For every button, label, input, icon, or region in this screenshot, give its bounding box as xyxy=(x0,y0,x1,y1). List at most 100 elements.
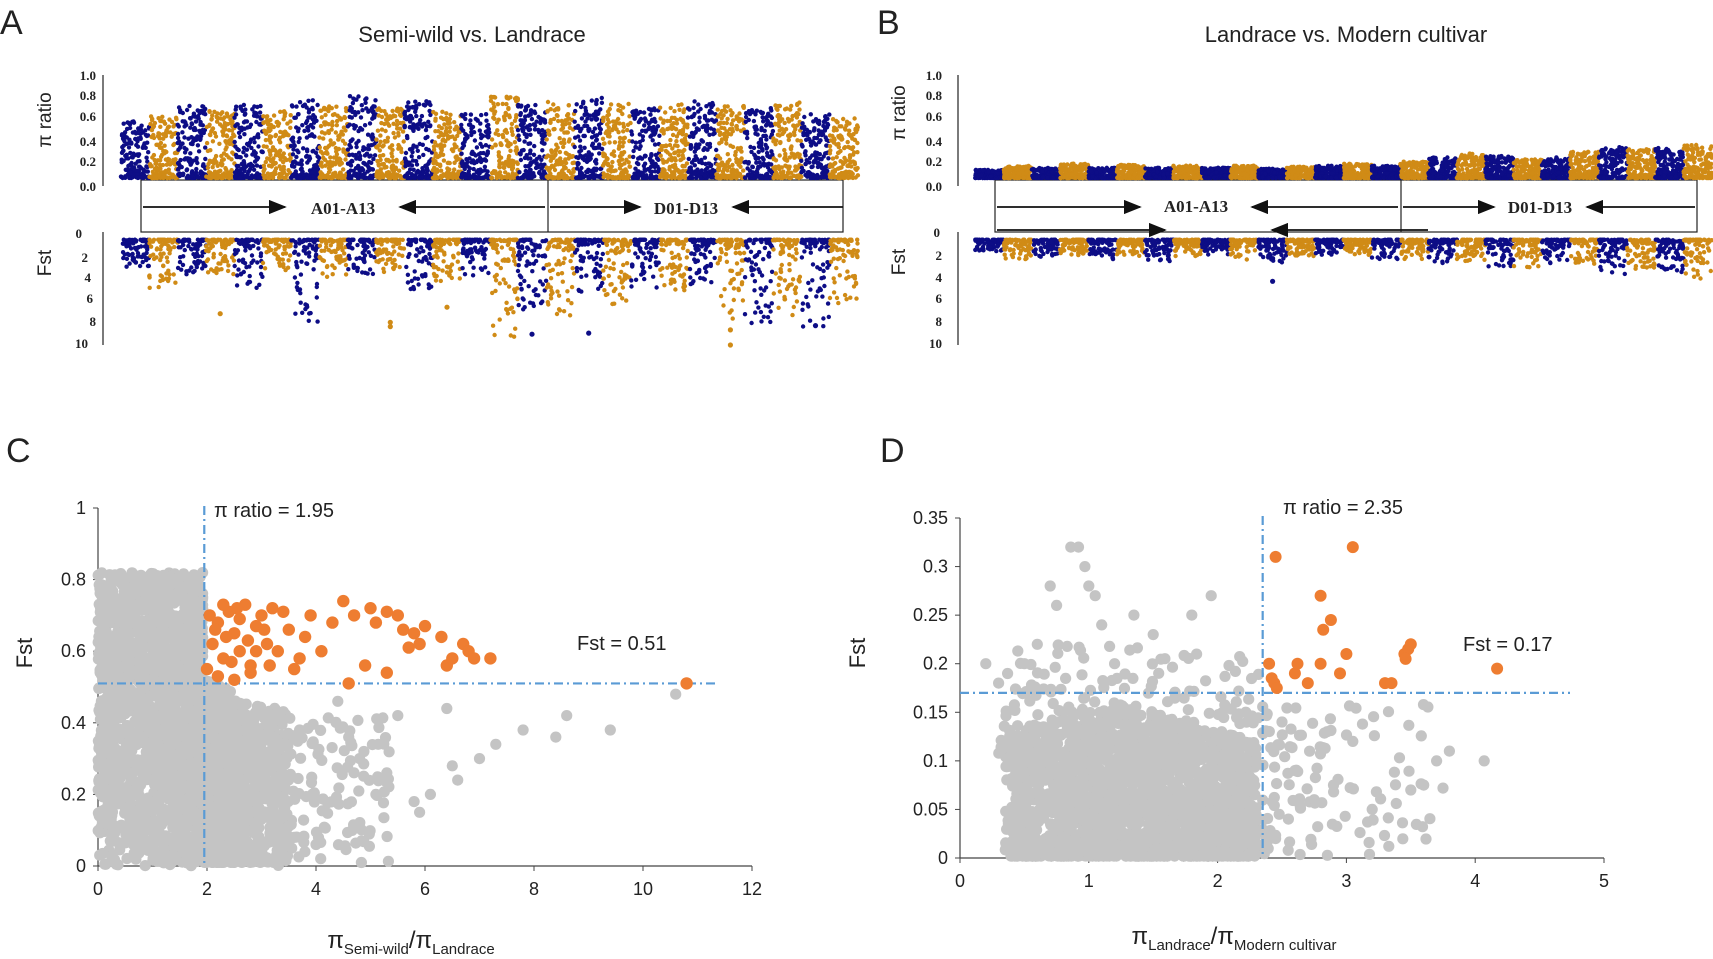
fst-point xyxy=(594,255,599,260)
pi-ratio-point xyxy=(618,171,624,177)
pi-ratio-point xyxy=(727,127,733,132)
fst-point xyxy=(717,238,723,244)
pi-ratio-point xyxy=(493,131,498,136)
pi-ratio-point xyxy=(521,147,526,153)
pi-ratio-point xyxy=(582,157,587,163)
pi-ratio-point xyxy=(213,134,219,139)
pi-ratio-point xyxy=(516,102,521,108)
fst-point xyxy=(205,257,211,262)
pi-ratio-point xyxy=(391,121,396,127)
pi-ratio-point xyxy=(208,132,213,138)
pi-ratio-point xyxy=(712,131,717,136)
fst-point xyxy=(147,285,152,290)
fst-point xyxy=(471,265,476,270)
pi-ratio-point xyxy=(152,157,157,163)
pi-ratio-point xyxy=(670,163,675,169)
fst-point xyxy=(707,249,713,255)
pi-ratio-point xyxy=(502,128,507,134)
fst-point xyxy=(257,282,262,287)
pi-ratio-point xyxy=(184,168,189,173)
pi-ratio-point xyxy=(378,133,383,138)
pi-ratio-point xyxy=(332,112,337,117)
pi-ratio-point xyxy=(375,128,381,133)
pi-ratio-point xyxy=(650,118,655,124)
pi-ratio-point xyxy=(606,125,611,130)
pi-ratio-point xyxy=(210,126,216,131)
pi-ratio-point xyxy=(463,172,468,177)
fst-point xyxy=(448,268,453,274)
pi-ratio-point xyxy=(336,146,342,152)
fst-point xyxy=(518,238,524,243)
pi-ratio-point xyxy=(615,175,620,181)
pi-ratio-point xyxy=(721,162,727,168)
fst-point xyxy=(731,286,737,291)
fst-point xyxy=(437,247,442,253)
pi-ratio-point xyxy=(727,157,732,163)
pi-ratio-point xyxy=(610,119,616,124)
fst-point xyxy=(171,237,177,242)
pi-ratio-point xyxy=(406,170,411,175)
fst-point xyxy=(135,254,140,259)
pi-ratio-point xyxy=(668,137,673,143)
pi-ratio-point xyxy=(377,153,383,159)
pi-ratio-point xyxy=(243,174,248,179)
pi-ratio-point xyxy=(627,114,632,119)
fst-point xyxy=(546,262,552,267)
fst-point xyxy=(569,301,574,306)
pi-ratio-point xyxy=(123,167,128,172)
fst-point xyxy=(346,267,351,272)
panel-a-pi-ylabel: π ratio xyxy=(35,92,56,147)
pi-ratio-point xyxy=(273,166,279,171)
fst-point xyxy=(184,269,189,274)
fst-point xyxy=(292,275,298,280)
panel-a-fst-tick: 8 xyxy=(90,314,97,329)
pi-ratio-point xyxy=(681,109,686,115)
pi-ratio-point xyxy=(390,163,396,168)
pi-ratio-point xyxy=(532,143,537,149)
pi-ratio-point xyxy=(600,115,606,121)
pi-ratio-point xyxy=(608,102,614,107)
pi-ratio-point xyxy=(468,112,474,117)
pi-ratio-point xyxy=(178,172,184,177)
pi-ratio-point xyxy=(696,102,701,107)
pi-ratio-point xyxy=(620,136,626,141)
pi-ratio-point xyxy=(409,154,414,159)
pi-ratio-point xyxy=(150,169,155,174)
fst-point xyxy=(594,261,599,266)
pi-ratio-point xyxy=(606,168,611,173)
pi-ratio-point xyxy=(265,156,270,161)
fst-point xyxy=(541,266,546,271)
fst-point xyxy=(611,266,616,272)
pi-ratio-point xyxy=(318,123,324,129)
pi-ratio-point xyxy=(640,128,645,133)
fst-point xyxy=(406,254,411,260)
pi-ratio-point xyxy=(520,126,525,132)
pi-ratio-point xyxy=(366,146,372,152)
pi-ratio-point xyxy=(583,105,588,111)
fst-point xyxy=(222,254,228,259)
fst-point xyxy=(215,237,221,242)
pi-ratio-point xyxy=(668,105,673,111)
fst-point xyxy=(641,271,646,276)
fst-point xyxy=(519,275,524,280)
pi-ratio-point xyxy=(483,112,489,117)
fst-point xyxy=(712,255,717,261)
pi-ratio-point xyxy=(678,149,683,154)
fst-point xyxy=(602,237,607,243)
pi-ratio-point xyxy=(356,110,361,115)
pi-ratio-point xyxy=(693,154,698,159)
pi-ratio-point xyxy=(557,149,563,155)
pi-ratio-point xyxy=(205,165,211,170)
pi-ratio-point xyxy=(671,174,676,179)
fst-point xyxy=(619,269,624,275)
pi-ratio-point xyxy=(409,163,415,168)
fst-point xyxy=(613,286,618,292)
pi-ratio-point xyxy=(318,149,324,154)
pi-ratio-point xyxy=(260,149,265,155)
fst-point xyxy=(239,271,244,276)
pi-ratio-point xyxy=(447,125,453,130)
pi-ratio-point xyxy=(210,165,215,170)
fst-point xyxy=(415,247,420,252)
pi-ratio-point xyxy=(296,126,301,131)
pi-ratio-point xyxy=(221,133,226,138)
